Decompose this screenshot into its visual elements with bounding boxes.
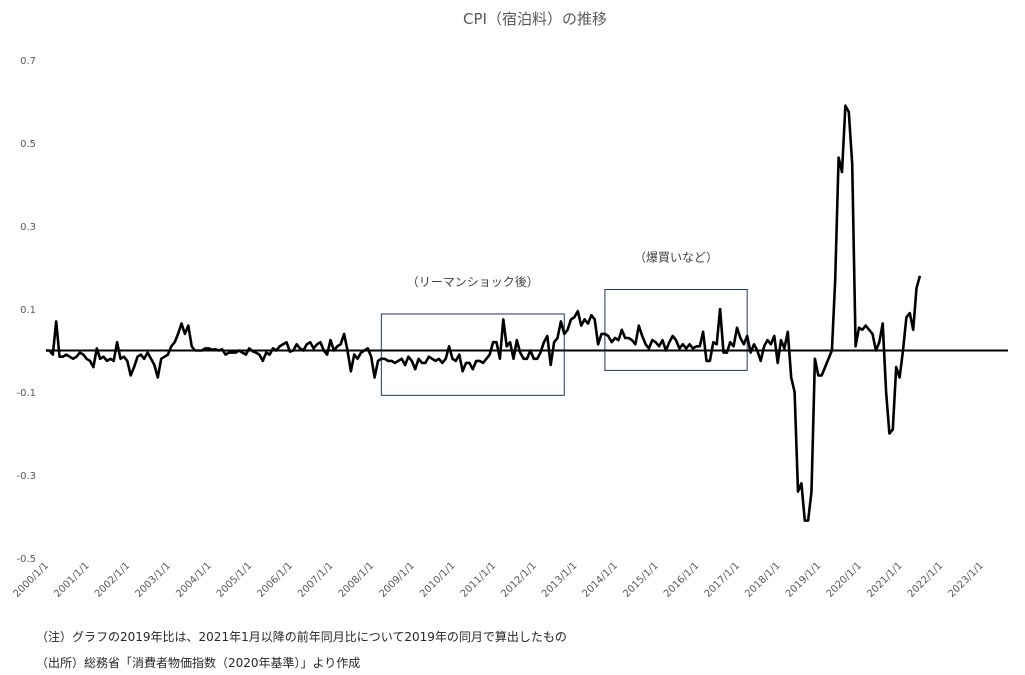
x-tick-label: 2015/1/1	[621, 560, 661, 600]
x-tick-label: 2017/1/1	[703, 560, 743, 600]
x-tick-label: 2023/1/1	[946, 560, 986, 600]
x-tick-label: 2020/1/1	[825, 560, 865, 600]
x-tick-label: 2000/1/1	[12, 560, 52, 600]
y-axis-ticks: -0.5 -0.3 -0.1 0.1 0.3 0.5 0.7	[16, 56, 36, 565]
x-tick-label: 2013/1/1	[540, 560, 580, 600]
x-tick-label: 2012/1/1	[499, 560, 539, 600]
x-tick-label: 2005/1/1	[215, 560, 255, 600]
x-tick-label: 2002/1/1	[93, 560, 133, 600]
x-tick-label: 2018/1/1	[743, 560, 783, 600]
footnote-note: （注）グラフの2019年比は、2021年1月以降の前年同月比について2019年の…	[36, 630, 567, 644]
y-tick-label: -0.3	[16, 471, 36, 482]
y-tick-label: 0.3	[20, 222, 36, 233]
chart-title: CPI（宿泊料）の推移	[463, 10, 607, 28]
x-tick-label: 2003/1/1	[134, 560, 174, 600]
y-tick-label: 0.5	[20, 139, 36, 150]
y-tick-label: 0.1	[20, 305, 36, 316]
y-tick-label: -0.1	[16, 388, 36, 399]
x-tick-label: 2011/1/1	[459, 560, 499, 600]
x-tick-label: 2010/1/1	[418, 560, 458, 600]
annotation-box	[604, 288, 748, 371]
cpi-line-chart: CPI（宿泊料）の推移 -0.5 -0.3 -0.1 0.1 0.3 0.5 0.7 200…	[12, 10, 1008, 600]
x-tick-label: 2007/1/1	[296, 560, 336, 600]
x-tick-label: 2009/1/1	[377, 560, 417, 600]
annotation-label: （リーマンショック後）	[407, 275, 539, 289]
annotation-label: （爆買いなど）	[634, 250, 718, 264]
x-tick-label: 2019/1/1	[784, 560, 824, 600]
series-line	[46, 104, 922, 522]
x-tick-label: 2022/1/1	[906, 560, 946, 600]
series-group	[46, 104, 922, 522]
footnote-source: （出所）総務省「消費者物価指数（2020年基準）」より作成	[36, 656, 361, 670]
annotation-boxes: （リーマンショック後） （爆買いなど）	[380, 250, 748, 396]
x-tick-label: 2008/1/1	[337, 560, 377, 600]
annotation-box	[380, 313, 565, 396]
x-tick-label: 2021/1/1	[865, 560, 905, 600]
y-tick-label: -0.5	[16, 554, 36, 565]
x-tick-label: 2014/1/1	[581, 560, 621, 600]
x-tick-label: 2004/1/1	[174, 560, 214, 600]
x-tick-label: 2001/1/1	[52, 560, 92, 600]
x-tick-label: 2006/1/1	[255, 560, 295, 600]
x-tick-label: 2016/1/1	[662, 560, 702, 600]
x-axis-ticks: 2000/1/1 2001/1/1 2002/1/1 2003/1/1 2004/1/1…	[12, 560, 986, 600]
y-tick-label: 0.7	[20, 56, 36, 67]
